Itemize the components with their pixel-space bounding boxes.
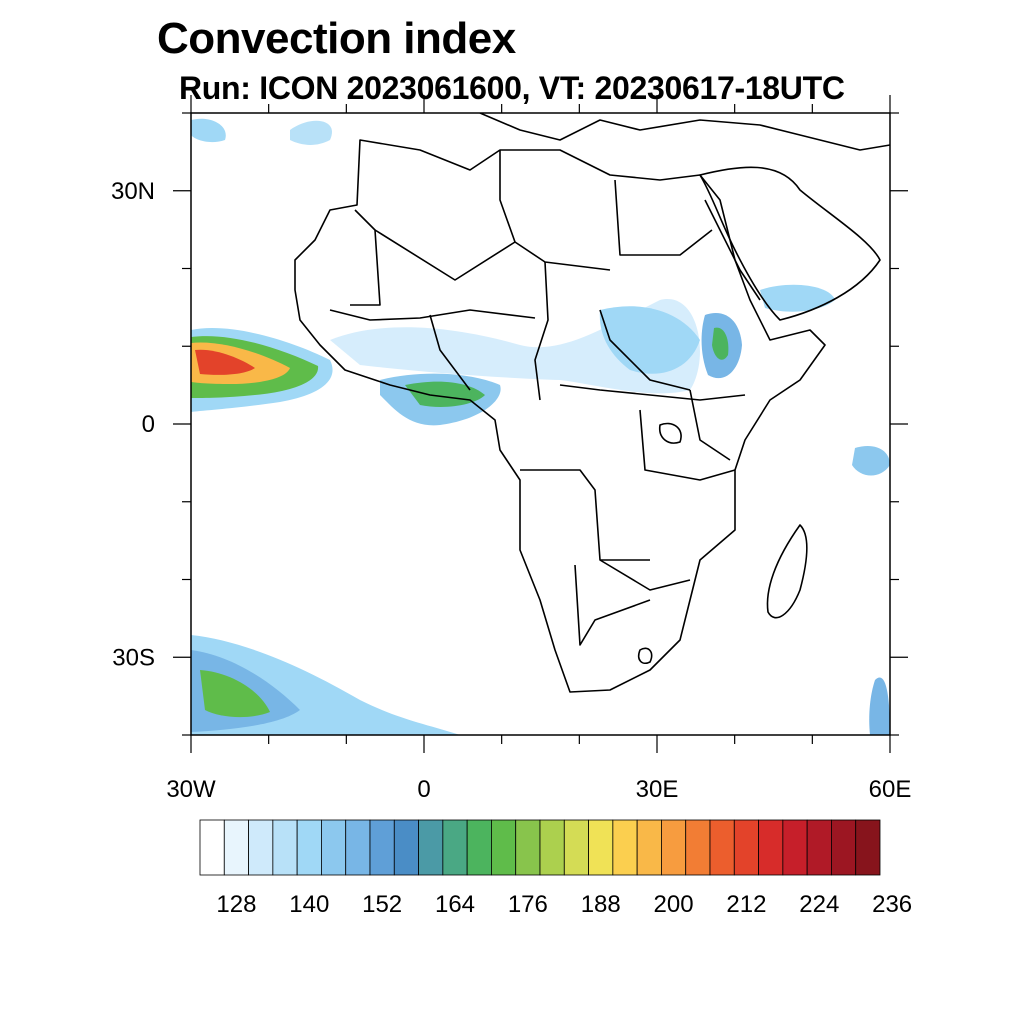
colorbar-swatch (393, 819, 419, 876)
colorbar-swatch (539, 819, 565, 876)
border-6 (599, 309, 691, 391)
red-sea (704, 199, 761, 301)
colorbar-swatch (345, 819, 371, 876)
colorbar (199, 819, 881, 876)
x-tick-label: 0 (417, 776, 430, 803)
border-5 (614, 179, 713, 256)
colorbar-swatch (248, 819, 274, 876)
shade-north-atlantic (191, 118, 226, 143)
shade-indian-ocean (852, 445, 890, 476)
border-1 (350, 209, 381, 306)
shade-tropical-atlantic-peak (195, 349, 255, 375)
border-4 (499, 150, 516, 243)
colorbar-label: 212 (726, 891, 766, 918)
border-8 (520, 469, 650, 561)
axis-ticks (173, 95, 908, 753)
x-tick-label: 30E (636, 776, 679, 803)
axis-tick-labels: 30N 0 30S 30W 0 30E 60E (111, 178, 911, 803)
colorbar-swatch (515, 819, 541, 876)
colorbar-label: 128 (216, 891, 256, 918)
colorbar-swatch (806, 819, 832, 876)
colorbar-swatch (563, 819, 589, 876)
colorbar-swatch (709, 819, 735, 876)
colorbar-swatch (661, 819, 687, 876)
shade-sahel (330, 299, 700, 394)
shade-guinea-core (405, 381, 485, 407)
colorbar-label: 236 (872, 891, 912, 918)
colorbar-swatch (418, 819, 444, 876)
shade-sahel-inner (599, 306, 700, 374)
colorbar-swatch (199, 819, 225, 876)
colorbar-swatch (588, 819, 614, 876)
colorbar-swatch (296, 819, 322, 876)
colorbar-swatch (831, 819, 857, 876)
border-10 (574, 564, 651, 646)
border-9 (599, 559, 691, 591)
colorbar-label: 200 (654, 891, 694, 918)
colorbar-swatch (733, 819, 759, 876)
colorbar-label: 188 (581, 891, 621, 918)
colorbar-swatch (466, 819, 492, 876)
map-title: Convection index (157, 14, 516, 63)
mediterranean-north (479, 113, 890, 151)
colorbar-label: 224 (799, 891, 839, 918)
coastlines (294, 113, 890, 693)
colorbar-swatch (612, 819, 638, 876)
lake-victoria (658, 422, 682, 444)
colorbar-labels: 128 140 152 164 176 188 200 212 224 236 (216, 891, 912, 918)
colorbar-label: 164 (435, 891, 475, 918)
colorbar-swatch (369, 819, 395, 876)
x-tick-label: 60E (869, 776, 912, 803)
border-3 (534, 261, 549, 401)
colorbar-swatch (855, 819, 881, 876)
colorbar-swatch (491, 819, 517, 876)
plot-area (191, 113, 890, 735)
shade-arabia (760, 284, 835, 312)
colorbar-swatch (223, 819, 249, 876)
y-tick-label: 30S (112, 644, 155, 671)
colorbar-swatch (685, 819, 711, 876)
convection-shading (191, 118, 890, 735)
y-tick-label: 30N (111, 178, 155, 205)
map-subtitle: Run: ICON 2023061600, VT: 20230617-18UTC (179, 70, 845, 106)
border-11 (639, 409, 736, 481)
colorbar-label: 152 (362, 891, 402, 918)
colorbar-swatch (321, 819, 347, 876)
border-7 (559, 384, 746, 401)
shade-ethiopia-core (712, 327, 729, 360)
lesotho (637, 647, 653, 665)
colorbar-swatch (442, 819, 468, 876)
shade-south-atlantic-core (200, 670, 270, 718)
madagascar (766, 524, 808, 619)
colorbar-label: 140 (289, 891, 329, 918)
border-12 (689, 389, 731, 461)
colorbar-swatch (636, 819, 662, 876)
border-13 (429, 314, 471, 391)
shade-south-indian (869, 677, 890, 735)
shade-med (290, 120, 332, 145)
colorbar-swatch (782, 819, 808, 876)
colorbar-swatch (272, 819, 298, 876)
colorbar-label: 176 (508, 891, 548, 918)
y-tick-label: 0 (142, 411, 155, 438)
x-tick-label: 30W (166, 776, 216, 803)
arabia (699, 166, 881, 321)
border-14 (329, 309, 536, 321)
colorbar-swatch (758, 819, 784, 876)
